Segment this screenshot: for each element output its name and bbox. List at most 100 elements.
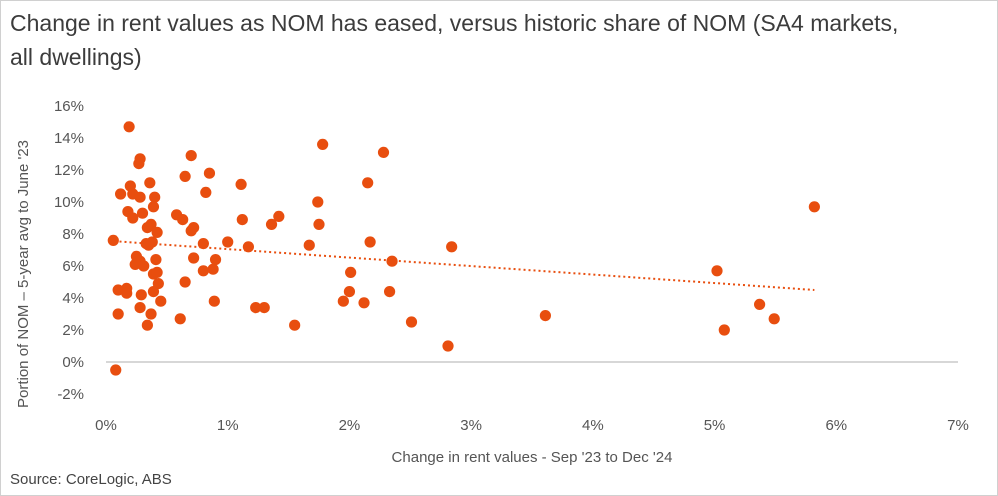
data-point (185, 150, 197, 162)
x-tick-label: 0% (95, 417, 117, 434)
data-point (143, 239, 155, 251)
y-tick-labels: -2% 0% 2% 4% 6% 8% 10% 12% 14% 16% (54, 98, 84, 403)
x-tick-label: 7% (947, 417, 969, 434)
data-point (362, 177, 374, 189)
data-point (203, 167, 216, 179)
data-point (383, 286, 396, 298)
data-point (250, 302, 262, 314)
data-point (754, 298, 766, 310)
data-point (197, 265, 209, 277)
y-tick-label: 6% (62, 258, 84, 275)
data-point (442, 340, 454, 352)
data-point (179, 276, 191, 288)
data-point (197, 238, 209, 250)
chart-title: Change in rent values as NOM has eased, … (10, 10, 899, 70)
data-point (138, 260, 150, 272)
data-point (337, 295, 349, 307)
data-point (135, 289, 147, 301)
data-point (313, 218, 325, 230)
data-point (179, 170, 191, 182)
y-tick-label: 2% (62, 322, 84, 339)
data-point (539, 310, 551, 322)
data-point (808, 201, 820, 213)
data-point (289, 319, 301, 331)
data-point (377, 146, 390, 158)
y-tick-label: 4% (62, 290, 84, 307)
data-point (188, 252, 200, 264)
y-tick-label: 8% (62, 226, 84, 243)
data-point (273, 210, 285, 222)
data-point (405, 316, 418, 328)
data-point (127, 212, 139, 224)
data-point (317, 138, 329, 150)
y-tick-label: 10% (54, 194, 84, 211)
data-point (155, 295, 167, 307)
x-tick-label: 3% (460, 417, 482, 434)
y-tick-label: -2% (57, 386, 84, 403)
data-point (136, 207, 149, 219)
x-tick-label: 5% (704, 417, 726, 434)
data-point (358, 297, 370, 309)
y-tick-label: 16% (54, 98, 84, 115)
y-tick-label: 12% (54, 162, 84, 179)
data-point (258, 302, 270, 314)
data-point (141, 222, 153, 234)
x-tick-label: 1% (217, 417, 239, 434)
data-point (141, 319, 153, 331)
y-tick-label: 0% (62, 354, 84, 371)
trend-line (114, 240, 815, 291)
data-point (112, 284, 124, 296)
data-point (185, 225, 197, 237)
data-point (144, 177, 156, 189)
data-point (265, 218, 278, 230)
data-point (134, 191, 146, 203)
data-point (110, 364, 122, 376)
data-point (711, 265, 723, 277)
x-tick-labels: 0% 1% 2% 3% 4% 5% 6% 7% (95, 417, 969, 434)
source-note: Source: CoreLogic, ABS (10, 471, 172, 488)
x-tick-label: 2% (339, 417, 361, 434)
data-point (242, 241, 255, 253)
data-point (235, 178, 247, 190)
data-point (151, 226, 163, 238)
data-point (718, 324, 730, 336)
x-axis-label: Change in rent values - Sep '23 to Dec '… (392, 449, 673, 466)
data-point (123, 121, 135, 133)
data-point (208, 295, 220, 307)
data-point (151, 266, 163, 278)
data-point (236, 214, 248, 226)
data-point (386, 255, 398, 267)
y-tick-label: 14% (54, 130, 84, 147)
data-point (150, 254, 162, 266)
data-point (121, 287, 133, 299)
data-point (147, 201, 160, 213)
data-point (209, 254, 222, 266)
data-point (129, 258, 141, 270)
data-point (207, 263, 219, 275)
data-point (145, 308, 157, 320)
data-point (303, 239, 315, 251)
data-point (200, 186, 212, 198)
data-point (174, 313, 186, 325)
data-point (133, 158, 145, 170)
data-point (149, 191, 161, 203)
data-point (134, 302, 146, 314)
data-point (222, 236, 234, 248)
data-point (115, 188, 127, 200)
x-tick-label: 6% (825, 417, 847, 434)
y-axis-label: Portion of NOM – 5-year avg to June '23 (15, 140, 32, 408)
data-point (343, 286, 356, 298)
data-point (312, 196, 324, 208)
data-point (446, 241, 458, 253)
data-point (364, 236, 376, 248)
data-point (345, 266, 357, 278)
data-point (112, 308, 124, 320)
x-tick-label: 4% (582, 417, 604, 434)
data-point (147, 286, 160, 298)
data-point (768, 313, 780, 325)
data-points (107, 121, 820, 376)
data-point (107, 234, 119, 246)
data-point (177, 214, 189, 226)
